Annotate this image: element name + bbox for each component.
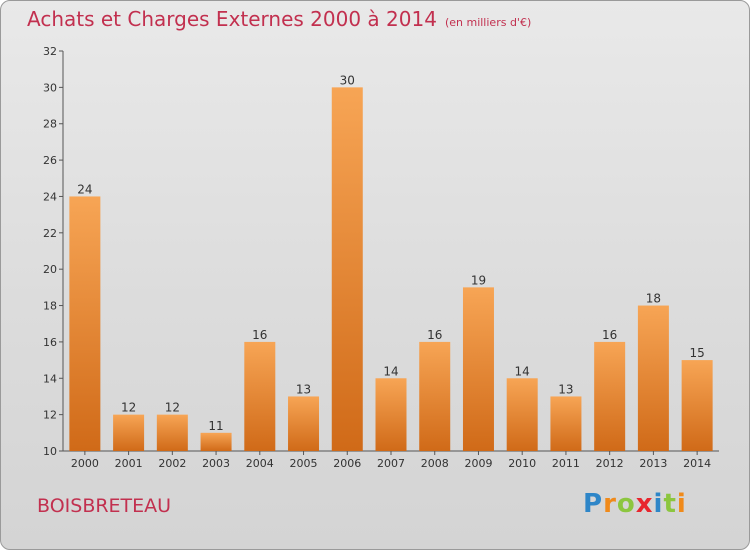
x-tick-label: 2013 [639, 457, 667, 470]
x-tick-label: 2000 [71, 457, 99, 470]
x-tick-label: 2005 [290, 457, 318, 470]
y-tick-label: 24 [43, 190, 57, 203]
x-tick-label: 2001 [115, 457, 143, 470]
data-label: 15 [689, 346, 704, 360]
x-tick-label: 2014 [683, 457, 711, 470]
bar [637, 305, 669, 451]
x-tick-label: 2004 [246, 457, 274, 470]
brand-letter: t [663, 489, 677, 519]
y-tick-label: 10 [43, 445, 57, 458]
x-tick-label: 2007 [377, 457, 405, 470]
data-label: 11 [208, 419, 223, 433]
brand-letter: x [635, 489, 654, 519]
commune-name: BOISBRETEAU [37, 495, 172, 517]
y-tick-label: 20 [43, 263, 57, 276]
data-label: 13 [558, 382, 573, 396]
data-label: 16 [602, 328, 617, 342]
bar [69, 196, 101, 451]
y-tick-label: 28 [43, 118, 57, 131]
bar [419, 341, 451, 451]
x-tick-label: 2011 [552, 457, 580, 470]
brand-letter: i [676, 489, 687, 519]
y-tick-label: 32 [43, 45, 57, 58]
data-label: 14 [383, 364, 398, 378]
data-label: 16 [252, 328, 267, 342]
bar [113, 414, 145, 451]
y-tick-label: 26 [43, 154, 57, 167]
y-tick-label: 16 [43, 336, 57, 349]
data-label: 12 [121, 401, 136, 415]
y-tick-label: 14 [43, 372, 57, 385]
data-label: 14 [515, 364, 530, 378]
bar [506, 378, 538, 451]
brand-letter: o [616, 489, 636, 519]
data-label: 30 [340, 73, 355, 87]
proxiti-logo: Proxiti [583, 489, 687, 519]
data-label: 24 [77, 182, 92, 196]
x-tick-label: 2002 [158, 457, 186, 470]
bar [594, 341, 626, 451]
y-tick-label: 30 [43, 81, 57, 94]
bar [375, 378, 407, 451]
bar [462, 287, 494, 451]
bar [156, 414, 188, 451]
chart-unit: (en milliers d'€) [444, 16, 532, 29]
x-tick-label: 2006 [333, 457, 361, 470]
x-tick-label: 2009 [464, 457, 492, 470]
brand-letter: i [653, 489, 664, 519]
brand-letter: r [603, 489, 617, 519]
bar [331, 87, 363, 451]
data-label: 12 [165, 401, 180, 415]
data-label: 13 [296, 382, 311, 396]
y-tick-label: 18 [43, 300, 57, 313]
x-tick-label: 2012 [596, 457, 624, 470]
data-label: 18 [646, 292, 661, 306]
data-label: 19 [471, 273, 486, 287]
y-tick-label: 12 [43, 409, 57, 422]
bar [200, 432, 232, 451]
bar [681, 360, 713, 451]
bar [550, 396, 582, 451]
chart-title: Achats et Charges Externes 2000 à 2014 (e… [27, 7, 531, 31]
x-tick-label: 2003 [202, 457, 230, 470]
bar [288, 396, 320, 451]
data-label: 16 [427, 328, 442, 342]
y-tick-label: 22 [43, 227, 57, 240]
x-tick-label: 2010 [508, 457, 536, 470]
bar [244, 341, 276, 451]
brand-letter: P [583, 489, 604, 519]
chart-title-text: Achats et Charges Externes 2000 à 2014 [27, 7, 437, 31]
x-tick-label: 2008 [421, 457, 449, 470]
